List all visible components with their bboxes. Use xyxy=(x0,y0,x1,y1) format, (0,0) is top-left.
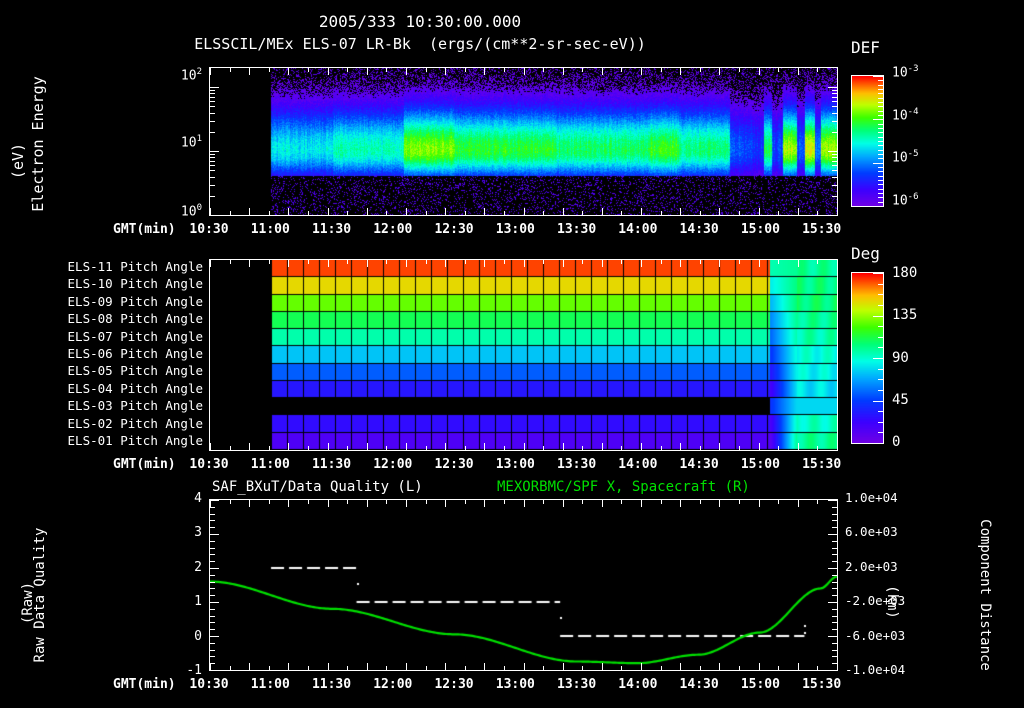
data-quality-ticks xyxy=(209,499,838,671)
time-tick-14-30: 14:30 xyxy=(679,457,719,472)
deg-label-180: 180 xyxy=(892,265,918,281)
bottom-ytick-right-4: -6.0e+03 xyxy=(845,627,906,643)
pitch-row-label-els-03: ELS-03 Pitch Angle xyxy=(67,398,203,414)
bottom-ytick-left-1: 1 xyxy=(194,594,202,610)
bottom-ylabel-left-units: (Raw) xyxy=(20,581,36,625)
time-tick-15-00: 15:00 xyxy=(740,457,780,472)
bottom-ylabel-right: Component Distance xyxy=(977,519,993,671)
pitch-row-label-els-07: ELS-07 Pitch Angle xyxy=(67,328,203,344)
top-ytick-2: 102 xyxy=(180,67,202,84)
time-tick-13-30: 13:30 xyxy=(557,222,597,237)
time-tick-12-00: 12:00 xyxy=(373,677,413,692)
deg-label-90: 90 xyxy=(892,350,909,366)
time-tick-15-00: 15:00 xyxy=(740,222,780,237)
bottom-title-right: MEXORBMC/SPF X, Spacecraft (R) xyxy=(497,479,750,495)
time-tick-14-00: 14:00 xyxy=(618,677,658,692)
top-ytick-1: 101 xyxy=(180,134,202,151)
top-panel-ylabel: Electron Energy xyxy=(29,76,47,212)
time-tick-13-30: 13:30 xyxy=(557,677,597,692)
def-colorbar-title: DEF xyxy=(851,38,880,57)
spectrogram-ticks xyxy=(209,67,838,216)
bottom-ytick-left-neg1: -1 xyxy=(186,663,202,678)
time-tick-14-30: 14:30 xyxy=(679,677,719,692)
bottom-ytick-right-1: 6.0e+03 xyxy=(845,524,898,540)
time-tick-13-00: 13:00 xyxy=(495,677,535,692)
time-tick-12-30: 12:30 xyxy=(434,677,474,692)
def-label-3: 10-3 xyxy=(892,64,919,81)
bottom-ytick-left-2: 2 xyxy=(194,559,202,575)
pitch-angle-ticks xyxy=(209,259,838,451)
pitch-row-label-els-01: ELS-01 Pitch Angle xyxy=(67,433,203,449)
time-tick-14-30: 14:30 xyxy=(679,222,719,237)
time-tick-11-00: 11:00 xyxy=(250,457,290,472)
mid-time-axis-label: GMT(min) xyxy=(113,457,176,472)
bottom-ytick-left-4: 4 xyxy=(194,491,202,506)
pitch-row-label-els-11: ELS-11 Pitch Angle xyxy=(67,258,203,274)
time-tick-11-00: 11:00 xyxy=(250,677,290,692)
spectrogram-panel xyxy=(209,67,838,216)
top-panel-ylabel-units: (eV) xyxy=(9,142,27,180)
def-colorbar-canvas xyxy=(852,76,883,206)
time-tick-11-30: 11:30 xyxy=(311,677,352,692)
time-tick-10-30: 10:30 xyxy=(189,457,229,472)
pitch-row-label-els-09: ELS-09 Pitch Angle xyxy=(67,293,203,309)
data-quality-canvas xyxy=(210,500,837,670)
bottom-ytick-left-3: 3 xyxy=(194,525,202,541)
deg-label-45: 45 xyxy=(892,392,909,408)
time-tick-11-30: 11:30 xyxy=(311,222,352,237)
time-tick-14-00: 14:00 xyxy=(618,457,658,472)
pitch-row-label-els-08: ELS-08 Pitch Angle xyxy=(67,311,203,327)
bottom-ytick-right-2: 2.0e+03 xyxy=(845,558,898,574)
deg-label-0: 0 xyxy=(892,434,901,450)
time-tick-10-30: 10:30 xyxy=(189,222,229,237)
pitch-row-label-els-05: ELS-05 Pitch Angle xyxy=(67,363,203,379)
time-tick-11-30: 11:30 xyxy=(311,457,352,472)
pitch-angle-panel xyxy=(209,259,838,451)
top-time-axis-label: GMT(min) xyxy=(113,222,176,237)
bottom-ytick-right-3: -2.0e+03 xyxy=(845,593,906,609)
bottom-ytick-right-0: 1.0e+04 xyxy=(845,490,898,505)
time-tick-15-30: 15:30 xyxy=(802,457,842,472)
time-tick-12-30: 12:30 xyxy=(434,457,474,472)
def-colorbar-ticks xyxy=(851,75,884,207)
time-tick-10-30: 10:30 xyxy=(189,677,229,692)
def-label-5: 10-5 xyxy=(892,149,919,166)
time-tick-11-00: 11:00 xyxy=(250,222,290,237)
def-colorbar xyxy=(851,75,884,207)
pitch-row-label-els-02: ELS-02 Pitch Angle xyxy=(67,415,203,431)
time-tick-13-30: 13:30 xyxy=(557,457,597,472)
bottom-ytick-left-0: 0 xyxy=(194,628,202,644)
pitch-angle-canvas xyxy=(210,260,837,450)
page-title: 2005/333 10:30:00.000 xyxy=(318,12,522,31)
pitch-row-label-els-06: ELS-06 Pitch Angle xyxy=(67,346,203,361)
data-quality-panel xyxy=(209,499,838,671)
pitch-row-label-els-10: ELS-10 Pitch Angle xyxy=(67,276,203,292)
time-tick-15-30: 15:30 xyxy=(802,222,842,237)
subtitle: ELSSCIL/MEx ELS-07 LR-Bk (ergs/(cm**2-sr… xyxy=(194,35,646,53)
pitch-row-label-els-04: ELS-04 Pitch Angle xyxy=(67,380,203,396)
time-tick-12-00: 12:00 xyxy=(373,457,413,472)
deg-colorbar-ticks xyxy=(851,272,884,444)
time-tick-13-00: 13:00 xyxy=(495,457,535,472)
deg-label-135: 135 xyxy=(892,307,918,323)
time-tick-13-00: 13:00 xyxy=(495,222,535,237)
def-label-6: 10-6 xyxy=(892,192,919,209)
deg-colorbar-title: Deg xyxy=(851,244,880,263)
bottom-time-axis-label: GMT(min) xyxy=(113,677,176,692)
spectrogram-canvas xyxy=(210,68,837,215)
bottom-title-left: SAF_BXuT/Data Quality (L) xyxy=(212,479,423,495)
time-tick-15-30: 15:30 xyxy=(802,677,842,692)
top-ytick-0: 100 xyxy=(180,203,202,220)
bottom-ytick-right-5: -1.0e+04 xyxy=(845,662,906,677)
time-tick-14-00: 14:00 xyxy=(618,222,658,237)
def-label-4: 10-4 xyxy=(892,107,919,124)
time-tick-12-00: 12:00 xyxy=(373,222,413,237)
time-tick-12-30: 12:30 xyxy=(434,222,474,237)
time-tick-15-00: 15:00 xyxy=(740,677,780,692)
